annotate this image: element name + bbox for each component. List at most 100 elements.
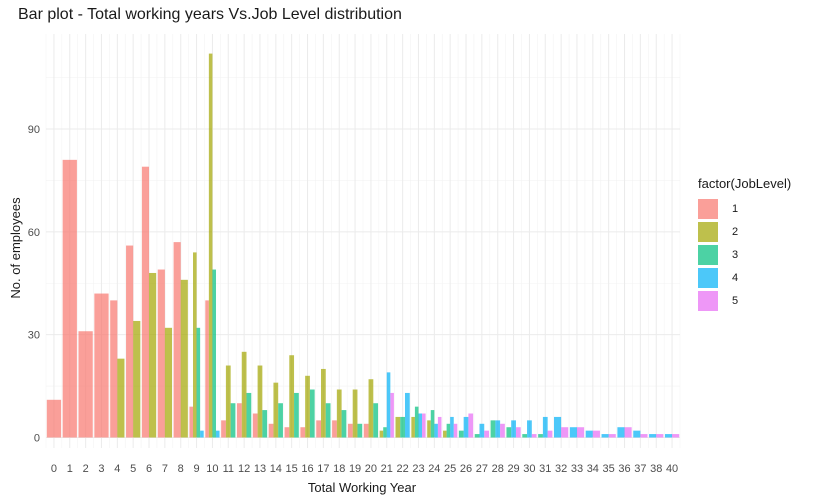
- x-tick-label: 31: [539, 463, 551, 475]
- x-tick-label: 11: [223, 463, 234, 475]
- x-tick-label: 23: [412, 463, 424, 475]
- bar-level-4-year-21: [386, 372, 391, 438]
- bar-level-1-year-19: [347, 423, 353, 438]
- bar-level-5-year-30: [531, 434, 537, 438]
- x-tick-label: 2: [83, 463, 89, 475]
- x-tick-label: 17: [317, 463, 329, 475]
- bar-level-2-year-25: [443, 430, 447, 438]
- bar-level-2-year-13: [257, 365, 263, 438]
- x-tick-label: 24: [428, 463, 440, 475]
- x-tick-label: 37: [634, 463, 646, 475]
- bar-level-3-year-14: [278, 403, 283, 438]
- bar-level-2-year-10: [208, 53, 213, 438]
- bar-level-3-year-9: [196, 327, 201, 438]
- legend-swatch: [698, 290, 718, 311]
- bar-level-1-year-15: [284, 427, 290, 438]
- bar-level-2-year-7: [164, 327, 173, 438]
- x-tick-label: 34: [587, 463, 599, 475]
- legend-item-level-4: 4: [698, 266, 791, 289]
- bar-level-5-year-34: [592, 430, 600, 438]
- x-tick-label: 5: [130, 463, 136, 475]
- x-tick-label: 30: [523, 463, 535, 475]
- bar-level-5-year-25: [453, 423, 458, 438]
- x-tick-label: 32: [555, 463, 567, 475]
- bar-level-1-year-2: [78, 331, 93, 438]
- bar-level-4-year-10: [215, 430, 220, 438]
- x-tick-labels: 0 1 2 3 4 5 6 7 8 9 10 11 12 13 14 15 16 17 18 19 20 21 22 23 24…: [51, 463, 678, 475]
- legend-item-level-5: 5: [698, 289, 791, 312]
- legend-item-level-1: 1: [698, 197, 791, 220]
- x-tick-label: 9: [194, 463, 200, 475]
- x-axis-title: Total Working Year: [308, 480, 417, 495]
- x-tick-label: 10: [206, 463, 218, 475]
- bar-level-3-year-21: [383, 427, 387, 438]
- x-tick-label: 27: [476, 463, 488, 475]
- bar-level-3-year-16: [309, 389, 315, 438]
- bar-level-5-year-37: [640, 434, 648, 438]
- chart-title: Bar plot - Total working years Vs.Job Le…: [18, 6, 402, 23]
- bar-level-5-year-26: [468, 413, 474, 438]
- x-tick-label: 21: [381, 463, 393, 475]
- bar-level-4-year-33: [569, 427, 577, 438]
- x-tick-label: 13: [254, 463, 266, 475]
- bar-level-1-year-4: [110, 300, 118, 438]
- bar-level-5-year-24: [437, 416, 442, 438]
- bar-level-3-year-15: [294, 392, 299, 438]
- bar-level-5-year-40: [672, 434, 680, 438]
- legend-item-level-2: 2: [698, 220, 791, 243]
- x-tick-label: 35: [603, 463, 615, 475]
- bar-level-1-year-6: [141, 166, 150, 438]
- bar-level-3-year-31: [538, 434, 543, 438]
- x-tick-label: 22: [397, 463, 409, 475]
- legend-swatch: [698, 198, 718, 219]
- legend-label: 2: [732, 225, 739, 238]
- bar-level-2-year-11: [225, 365, 231, 438]
- bar-level-2-year-18: [336, 389, 342, 438]
- bar-level-4-year-31: [542, 416, 548, 438]
- bar-series: [46, 53, 680, 438]
- bar-level-3-year-23: [414, 406, 419, 438]
- bar-level-4-year-36: [617, 427, 625, 438]
- bar-level-2-year-5: [133, 320, 141, 438]
- bar-level-3-year-29: [506, 427, 512, 438]
- bar-level-2-year-12: [241, 351, 247, 438]
- x-tick-label: 33: [571, 463, 583, 475]
- legend-swatch: [698, 221, 718, 242]
- bar-level-4-year-30: [527, 420, 532, 438]
- legend-label: 1: [732, 202, 739, 215]
- x-tick-label: 26: [460, 463, 472, 475]
- legend-items: 1 2 3 4 5: [698, 197, 791, 312]
- bar-level-1-year-16: [300, 427, 306, 438]
- bar-level-1-year-8: [173, 242, 181, 438]
- bar-level-4-year-35: [601, 434, 609, 438]
- bar-level-2-year-14: [273, 382, 279, 438]
- bar-level-5-year-38: [656, 434, 664, 438]
- bar-level-5-year-21: [390, 392, 394, 438]
- bar-level-4-year-29: [511, 420, 516, 438]
- legend-swatch: [698, 267, 718, 288]
- bar-level-5-year-27: [484, 430, 490, 438]
- x-tick-label: 0: [51, 463, 57, 475]
- bar-level-4-year-25: [450, 416, 454, 438]
- bar-level-1-year-14: [268, 423, 274, 438]
- y-tick-labels: 0 30 60 90: [28, 124, 40, 445]
- bar-level-4-year-28: [495, 420, 501, 438]
- bar-level-4-year-23: [418, 413, 423, 438]
- bar-level-3-year-24: [430, 410, 435, 438]
- bar-level-4-year-32: [553, 416, 562, 438]
- bar-level-1-year-9: [189, 406, 194, 438]
- bar-level-1-year-5: [126, 245, 134, 438]
- bar-level-4-year-27: [479, 423, 485, 438]
- bar-level-1-year-20: [363, 423, 369, 438]
- bar-level-2-year-19: [352, 389, 358, 438]
- bar-level-3-year-22: [400, 416, 406, 438]
- x-tick-label: 7: [162, 463, 168, 475]
- x-tick-label: 4: [114, 463, 120, 475]
- bar-level-3-year-10: [212, 269, 216, 438]
- y-tick-label: 0: [34, 433, 40, 445]
- x-tick-label: 1: [67, 463, 73, 475]
- x-tick-label: 29: [507, 463, 519, 475]
- bar-level-1-year-10: [205, 300, 209, 438]
- x-tick-label: 16: [301, 463, 313, 475]
